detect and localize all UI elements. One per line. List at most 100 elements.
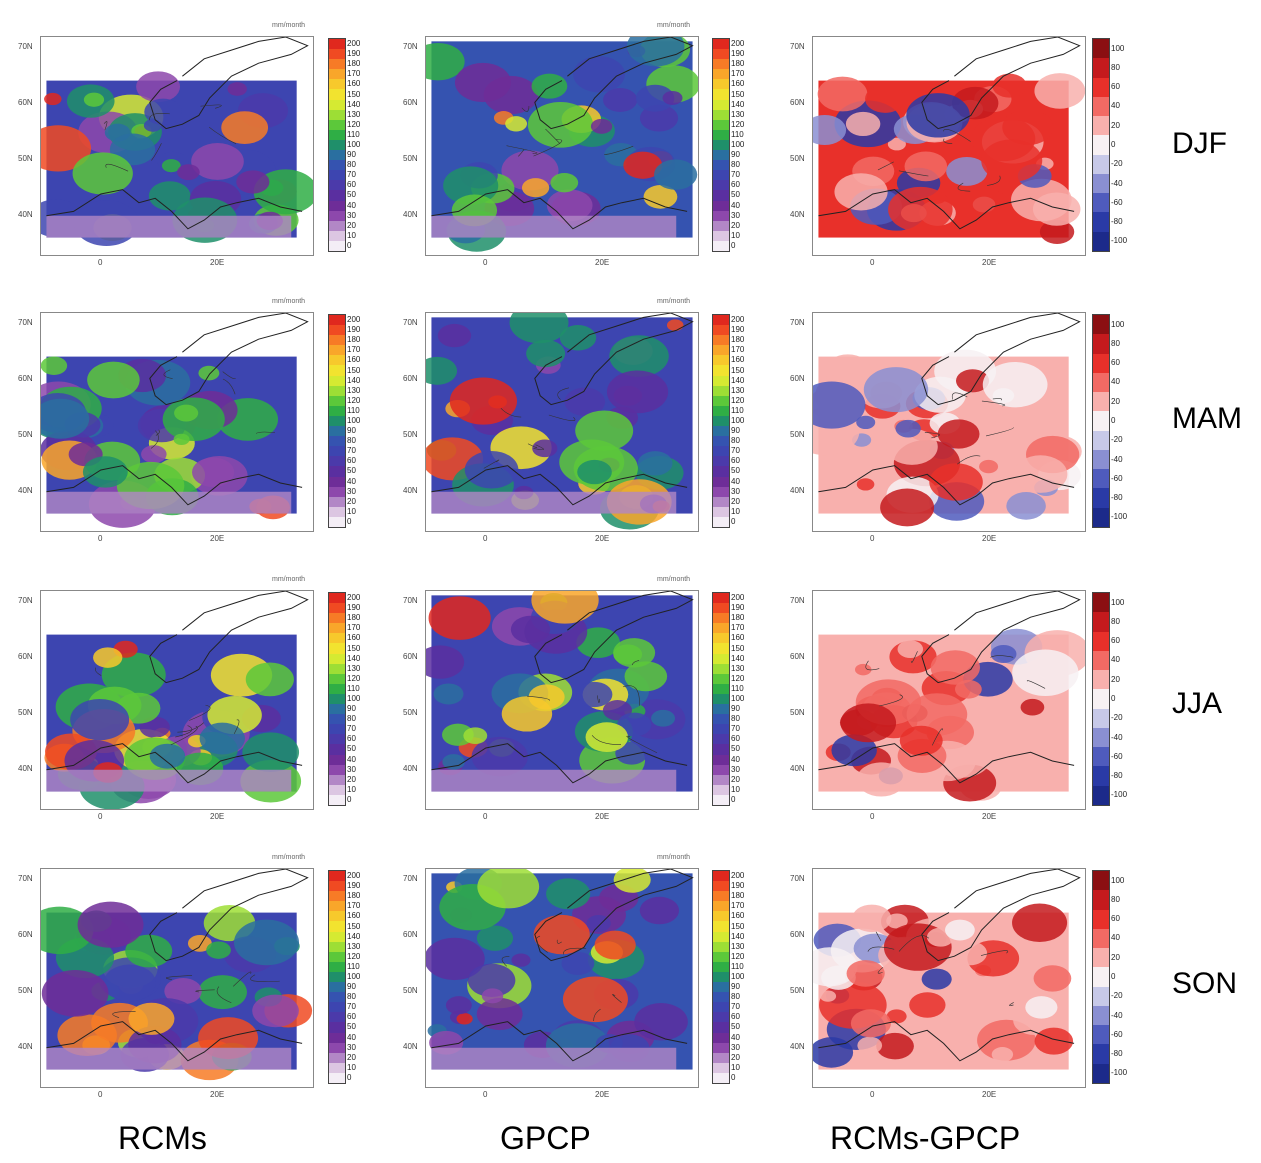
colorbar-swatch (1093, 96, 1109, 117)
column-title-gpcp: GPCP (500, 1120, 591, 1156)
colorbar-label: 100 (731, 416, 745, 425)
colorbar-label: 170 (731, 623, 745, 633)
season-label-djf: DJF (1172, 127, 1227, 160)
colorbar-swatch (1093, 689, 1109, 709)
lat-tick-label: 40N (790, 764, 805, 773)
colorbar-swatch (1093, 507, 1109, 527)
units-label: mm/month (272, 298, 306, 305)
field-patch (876, 1032, 914, 1060)
colorbar (712, 870, 730, 1084)
lat-tick-label: 70N (790, 42, 805, 51)
colorbar-label: 180 (731, 891, 745, 901)
colorbar-swatch (713, 69, 729, 80)
colorbar-swatch (329, 961, 345, 972)
colorbar-swatch (329, 951, 345, 962)
colorbar-label: 190 (347, 325, 361, 335)
field-patch (921, 968, 952, 990)
coastline (149, 37, 309, 130)
colorbar-label: 120 (347, 395, 361, 405)
colorbar-swatch (1093, 928, 1109, 949)
colorbar-label: 110 (347, 961, 360, 971)
field-patch (639, 896, 680, 925)
colorbar-swatch (329, 180, 345, 191)
border-line (877, 967, 884, 974)
field-patch (426, 937, 485, 981)
border-line (898, 170, 929, 177)
field-patch (236, 170, 270, 194)
coastline (431, 743, 688, 784)
border-line (195, 989, 215, 993)
colorbar-swatch (1093, 631, 1109, 651)
colorbar-label: 190 (731, 603, 745, 613)
colorbar-swatch (1093, 1044, 1109, 1064)
field-patch (221, 111, 269, 145)
colorbar-swatch (713, 911, 729, 922)
colorbar-swatch (1093, 334, 1109, 354)
colorbar-label: 120 (731, 119, 745, 129)
colorbar-swatch (713, 160, 729, 171)
colorbar-label: 0 (347, 240, 352, 250)
colorbar-label: 160 (731, 633, 745, 643)
colorbar-swatch (713, 744, 729, 755)
map-svg (41, 313, 309, 528)
field-patch (46, 491, 292, 514)
colorbar-label: 100 (1111, 319, 1125, 329)
field-patch (46, 215, 292, 238)
colorbar-label: 130 (731, 385, 745, 395)
lon-tick-label: 20E (982, 1090, 997, 1099)
colorbar-label: -100 (1111, 1068, 1128, 1078)
colorbar-swatch (713, 971, 729, 983)
colorbar-label: 10 (347, 784, 356, 794)
colorbar-swatch (713, 1022, 729, 1033)
colorbar-label: 160 (731, 355, 745, 365)
colorbar-swatch (713, 784, 729, 795)
colorbar-swatch (713, 941, 729, 952)
lat-tick-label: 70N (403, 874, 418, 883)
colorbar-label: 80 (1111, 338, 1120, 348)
colorbar-swatch (329, 1052, 345, 1063)
field-patch (856, 478, 875, 491)
colorbar-swatch (713, 774, 729, 785)
colorbar-swatch (713, 405, 729, 416)
field-patch (511, 953, 531, 967)
field-patch (937, 419, 980, 449)
colorbar-label: 100 (1111, 875, 1125, 885)
colorbar-swatch (329, 1012, 345, 1023)
border-line (177, 722, 204, 733)
map-panel-rcms-son (40, 868, 314, 1088)
colorbar-label: -80 (1111, 217, 1123, 227)
border-line (535, 935, 548, 953)
colorbar-swatch (713, 99, 729, 110)
colorbar-swatch (713, 335, 729, 346)
colorbar-label: 20 (1111, 120, 1120, 130)
colorbar-swatch (1093, 469, 1109, 489)
border-line (518, 149, 525, 157)
field-patch (426, 356, 458, 385)
colorbar-label: 80 (731, 992, 740, 1002)
colorbar-swatch (713, 89, 729, 100)
colorbar-label: 80 (347, 436, 356, 446)
map-svg (426, 37, 698, 252)
colorbar-swatch (1093, 173, 1109, 194)
colorbar-label: 10 (347, 506, 356, 516)
lat-tick-label: 50N (18, 430, 33, 439)
colorbar-label: 100 (731, 972, 745, 981)
border-line (597, 695, 601, 703)
colorbar-label: 200 (731, 39, 745, 49)
border-line (233, 971, 252, 987)
colorbar-label: 10 (731, 784, 740, 794)
colorbar-swatch (713, 220, 729, 231)
colorbar-swatch (713, 881, 729, 892)
field-patch (174, 404, 199, 422)
field-patch (433, 683, 464, 705)
colorbar-swatch (713, 345, 729, 356)
colorbar-label: 90 (731, 150, 740, 160)
border-line (563, 947, 587, 955)
field-patch (1020, 698, 1045, 716)
colorbar-swatch (329, 1072, 345, 1083)
field-patch (817, 76, 868, 112)
colorbar-swatch (329, 992, 345, 1003)
field-patch (831, 734, 877, 767)
border-line (980, 950, 1008, 956)
lat-tick-label: 40N (790, 210, 805, 219)
